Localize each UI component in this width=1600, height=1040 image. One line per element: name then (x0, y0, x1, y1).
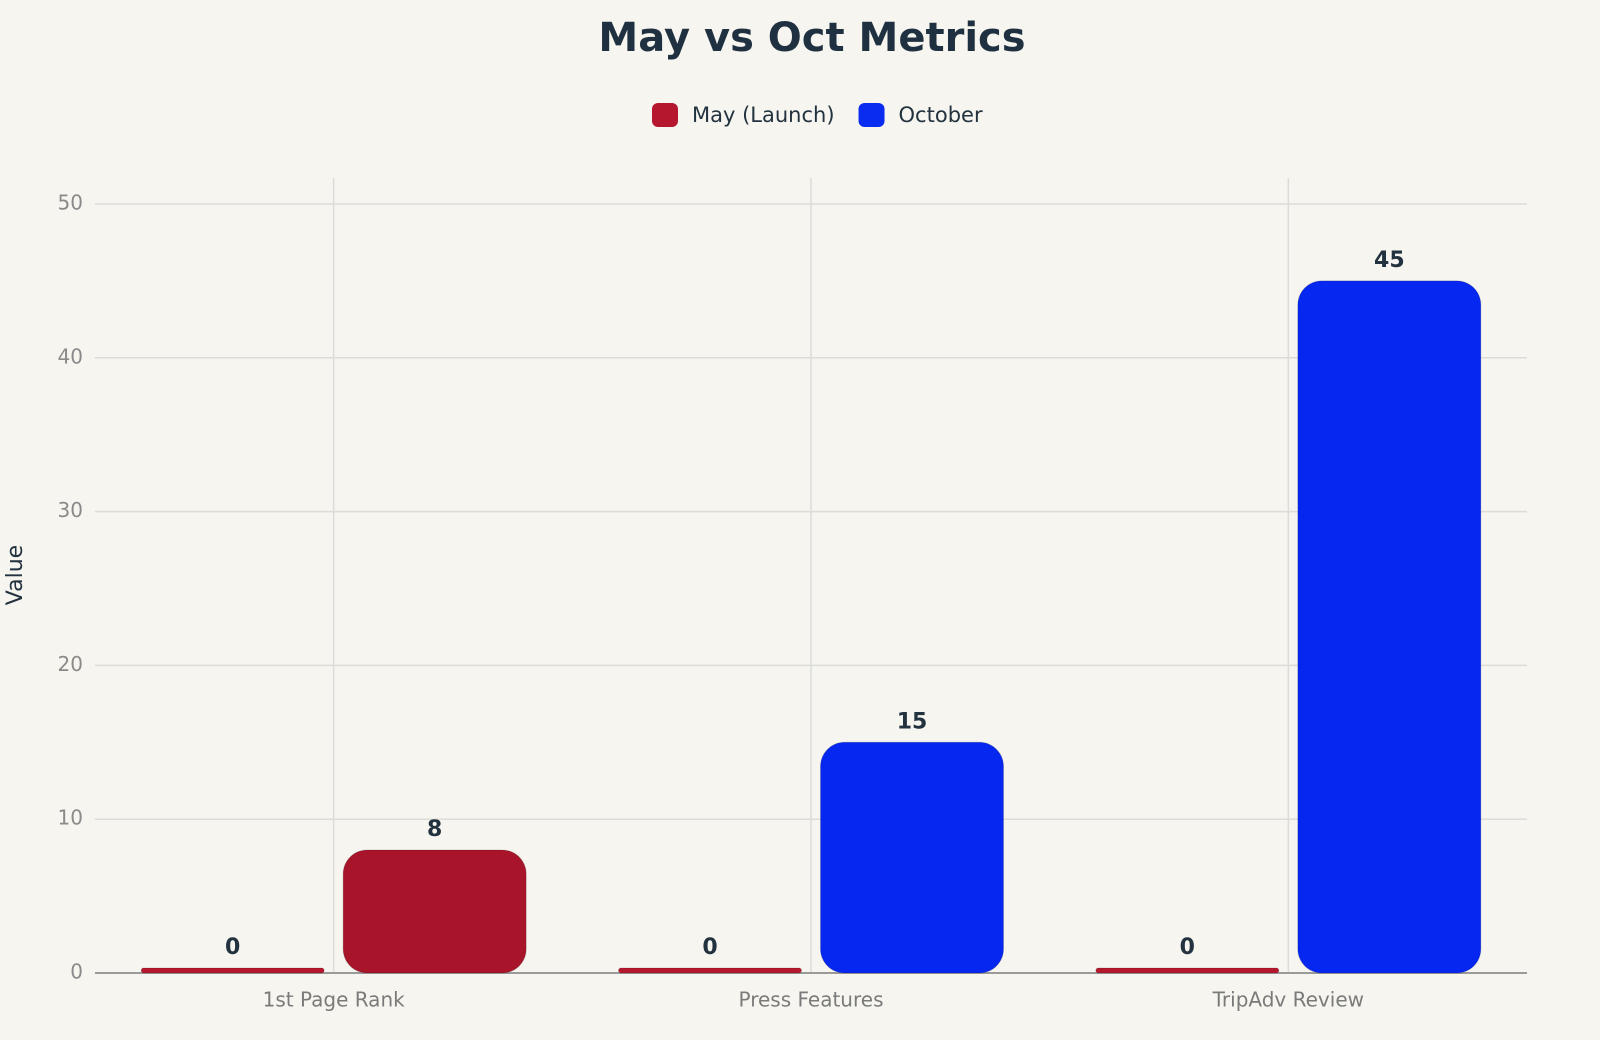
bar (618, 967, 802, 974)
legend-label: May (Launch) (692, 103, 835, 127)
y-tick-label: 20 (58, 652, 83, 676)
value-label: 8 (427, 817, 442, 842)
x-tick-label: Press Features (739, 988, 884, 1012)
y-axis-label: Value (3, 545, 28, 605)
y-tick-label: 50 (58, 191, 83, 215)
value-label: 45 (1374, 248, 1405, 273)
value-label: 0 (1180, 935, 1195, 960)
y-tick-label: 10 (58, 806, 83, 830)
bar (342, 849, 527, 974)
legend-swatch (652, 103, 678, 127)
legend-swatch (858, 103, 885, 127)
y-tick-label: 40 (58, 344, 83, 368)
x-tick-label: 1st Page Rank (263, 988, 406, 1012)
bar (1297, 280, 1482, 974)
value-label: 15 (897, 709, 928, 734)
y-tick-label: 30 (58, 498, 83, 522)
y-tick-label: 0 (70, 960, 83, 984)
value-label: 0 (225, 935, 240, 960)
legend-label: October (899, 103, 983, 127)
x-tick-label: TripAdv Review (1212, 988, 1364, 1012)
bar (140, 967, 325, 974)
chart-title: May vs Oct Metrics (598, 15, 1025, 61)
value-label: 0 (702, 935, 717, 960)
bar (1095, 967, 1280, 974)
bar (820, 741, 1004, 974)
